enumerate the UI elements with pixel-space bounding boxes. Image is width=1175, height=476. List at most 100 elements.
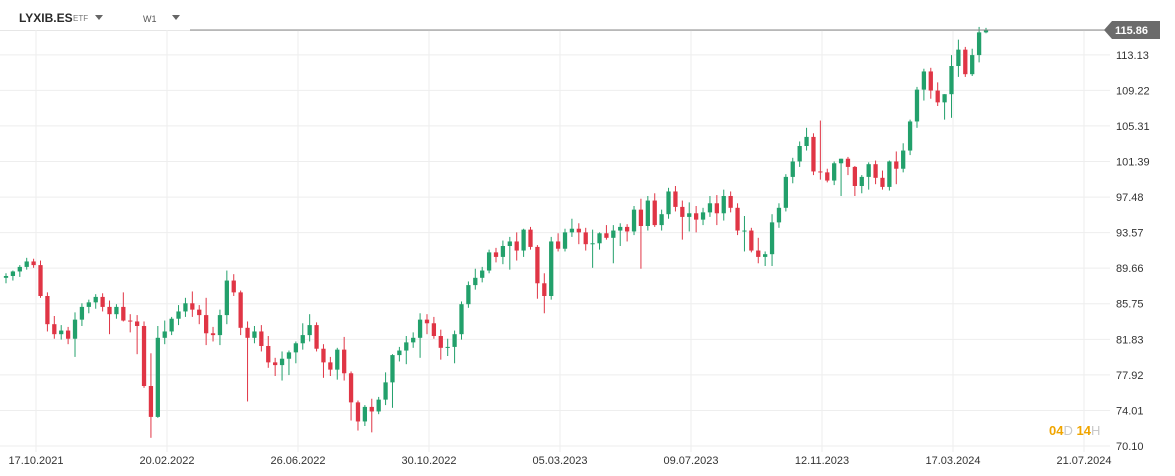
candle-body bbox=[638, 209, 644, 226]
candle-body bbox=[259, 331, 264, 346]
candle-body bbox=[362, 406, 368, 422]
candle-body bbox=[141, 326, 147, 386]
candle-body bbox=[369, 406, 374, 412]
candle-body bbox=[300, 335, 305, 344]
candle-body bbox=[790, 161, 795, 177]
candle-body bbox=[838, 158, 844, 164]
y-tick-label: 81.83 bbox=[1116, 334, 1144, 346]
candle-body bbox=[521, 229, 526, 251]
countdown-days-unit: D bbox=[1063, 423, 1073, 438]
candle-body bbox=[866, 164, 871, 177]
candle-body bbox=[210, 333, 216, 336]
candle-body bbox=[65, 330, 71, 339]
candle-body bbox=[769, 222, 775, 255]
y-tick-label: 113.13 bbox=[1116, 50, 1149, 62]
candle-body bbox=[445, 346, 450, 348]
candle-body bbox=[355, 402, 361, 422]
candle-body bbox=[466, 285, 471, 305]
candle-body bbox=[128, 320, 133, 322]
x-tick-label: 17.10.2021 bbox=[8, 455, 63, 467]
candle-body bbox=[942, 94, 947, 103]
candle-body bbox=[148, 386, 154, 417]
candle-body bbox=[245, 327, 250, 338]
candle-body bbox=[555, 241, 561, 249]
timeframe-selector[interactable]: W1 bbox=[143, 14, 157, 24]
y-tick-label: 97.48 bbox=[1116, 192, 1144, 204]
candle-body bbox=[480, 270, 485, 278]
y-tick-label: 77.92 bbox=[1116, 370, 1144, 382]
candle-body bbox=[569, 228, 575, 233]
candle-body bbox=[307, 325, 312, 336]
candle-body bbox=[535, 246, 540, 284]
candle-body bbox=[493, 252, 499, 257]
candle-body bbox=[438, 336, 443, 348]
candle-body bbox=[514, 241, 519, 251]
candle-body bbox=[10, 271, 16, 276]
candle-body bbox=[549, 241, 554, 296]
candle-body bbox=[907, 121, 913, 151]
candle-body bbox=[190, 303, 195, 310]
candle-body bbox=[714, 203, 719, 214]
y-tick-label: 85.75 bbox=[1116, 299, 1144, 311]
candle-body bbox=[728, 196, 733, 208]
candle-body bbox=[417, 319, 423, 338]
candle-body bbox=[52, 324, 57, 335]
candle-body bbox=[348, 373, 354, 403]
candle-body bbox=[238, 292, 243, 328]
candle-body bbox=[376, 399, 381, 412]
candle-body bbox=[134, 321, 140, 326]
candle-body bbox=[100, 296, 105, 307]
candle-body bbox=[756, 250, 761, 257]
candle-body bbox=[783, 176, 788, 208]
candle-body bbox=[562, 232, 568, 249]
candle-body bbox=[86, 302, 91, 307]
x-tick-label: 12.11.2023 bbox=[795, 455, 849, 467]
candle-body bbox=[473, 277, 478, 286]
candle-body bbox=[880, 177, 885, 187]
candle-body bbox=[976, 32, 982, 56]
candle-body bbox=[114, 306, 119, 315]
candle-body bbox=[286, 352, 292, 359]
candle-body bbox=[887, 161, 892, 187]
x-tick-label: 17.03.2024 bbox=[925, 455, 980, 467]
candle-body bbox=[631, 209, 637, 232]
candle-body bbox=[949, 66, 954, 95]
candle-body bbox=[383, 382, 388, 400]
candle-body bbox=[459, 304, 464, 335]
candle-body bbox=[652, 200, 657, 226]
candle-body bbox=[597, 233, 602, 244]
candle-body bbox=[749, 230, 754, 251]
symbol-selector[interactable]: LYXIB.ES bbox=[19, 11, 73, 25]
candle-body bbox=[590, 243, 595, 245]
symbol-type-label: ETF bbox=[73, 14, 89, 23]
candle-body bbox=[507, 241, 512, 246]
candle-body bbox=[811, 136, 816, 172]
candle-body bbox=[155, 337, 160, 417]
candle-body bbox=[31, 261, 36, 266]
candle-body bbox=[763, 254, 768, 257]
current-price-tag bbox=[1104, 21, 1160, 39]
candle-body bbox=[224, 280, 229, 316]
candle-body bbox=[645, 200, 650, 226]
timeframe-dropdown-caret-icon[interactable] bbox=[172, 15, 180, 20]
candle-body bbox=[604, 233, 609, 238]
candle-body bbox=[162, 331, 167, 338]
candle-body bbox=[183, 303, 188, 312]
candle-body bbox=[452, 334, 457, 347]
candle-body bbox=[970, 55, 975, 75]
symbol-dropdown-caret-icon[interactable] bbox=[95, 15, 103, 20]
countdown-hours-unit: H bbox=[1090, 423, 1101, 438]
candle-body bbox=[204, 315, 209, 334]
candle-body bbox=[797, 146, 802, 162]
candle-body bbox=[694, 213, 699, 220]
candle-body bbox=[266, 346, 271, 363]
candle-body bbox=[776, 207, 782, 223]
candle-body bbox=[624, 226, 630, 232]
x-tick-label: 20.02.2022 bbox=[139, 455, 194, 467]
candle-body bbox=[231, 280, 236, 293]
candle-body bbox=[894, 161, 899, 169]
candle-body bbox=[335, 349, 340, 370]
candle-body bbox=[45, 296, 50, 325]
candle-body bbox=[707, 203, 713, 213]
